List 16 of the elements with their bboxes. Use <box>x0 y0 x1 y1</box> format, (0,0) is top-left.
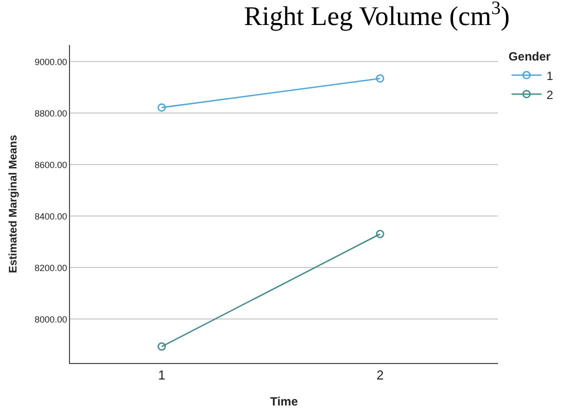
y-axis-title: Estimated Marginal Means <box>7 134 20 274</box>
y-tick-label: 8400.00 <box>34 211 68 222</box>
point <box>158 103 166 112</box>
point <box>376 230 384 238</box>
point <box>376 74 384 83</box>
legend-label: 2 <box>546 88 554 102</box>
y-tick-label: 8200.00 <box>34 262 68 273</box>
y-tick-label: 8800.00 <box>34 108 68 118</box>
point <box>158 342 166 351</box>
y-tick-label: 8600.00 <box>34 160 68 170</box>
x-axis-title: Time <box>270 394 298 408</box>
legend-label: 1 <box>546 68 554 83</box>
chart-title: Right Leg Volume (cm$^{3}$) <box>244 0 510 32</box>
y-tick-label: 8000.00 <box>34 314 68 324</box>
legend-title: Gender <box>508 50 551 64</box>
y-tick-label: 9000.00 <box>34 56 68 67</box>
